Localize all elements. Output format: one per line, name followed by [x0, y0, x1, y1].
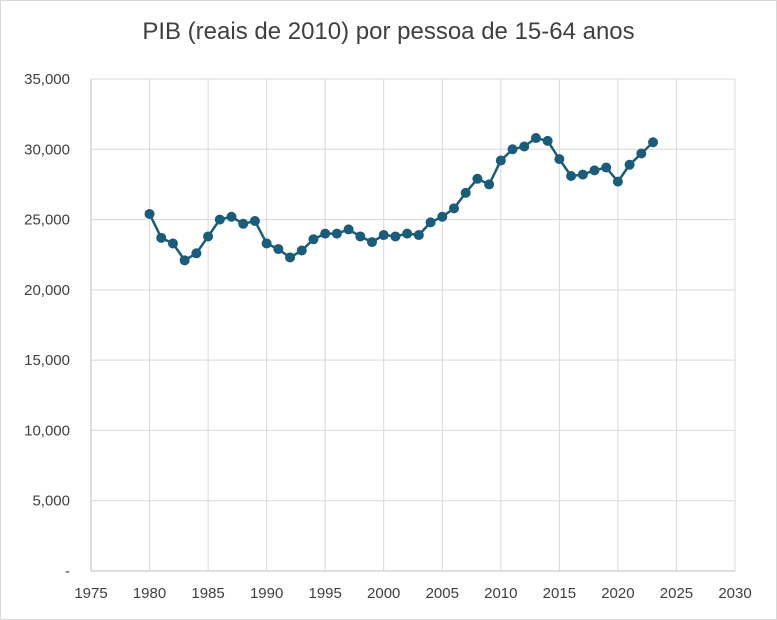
data-point	[648, 137, 659, 148]
y-tick-label: -	[65, 563, 70, 580]
series-line	[148, 136, 654, 262]
data-point	[238, 218, 249, 229]
data-point	[612, 176, 623, 187]
data-point	[331, 228, 342, 239]
data-point	[566, 170, 577, 181]
y-tick-label: 30,000	[24, 141, 70, 158]
x-tick-label: 2000	[367, 585, 400, 602]
y-tick-label: 25,000	[24, 212, 70, 229]
data-series	[144, 133, 659, 266]
x-tick-label: 2030	[718, 585, 751, 602]
x-tick-label: 1985	[191, 585, 224, 602]
axes	[90, 79, 735, 572]
data-point	[249, 215, 260, 226]
y-tick-label: 10,000	[24, 422, 70, 439]
x-tick-label: 1980	[133, 585, 166, 602]
x-tick-label: 2010	[484, 585, 517, 602]
data-point	[167, 238, 178, 249]
y-tick-label: 35,000	[24, 71, 70, 88]
data-point	[636, 148, 647, 159]
y-tick-label: 15,000	[24, 352, 70, 369]
data-point	[437, 211, 448, 222]
data-point	[413, 230, 424, 241]
gridlines	[91, 78, 736, 571]
y-tick-label: 5,000	[32, 493, 70, 510]
chart-title: PIB (reais de 2010) por pessoa de 15-64 …	[142, 18, 635, 45]
data-point	[355, 231, 366, 242]
data-point	[343, 224, 354, 235]
data-point	[484, 179, 495, 190]
data-point	[203, 231, 214, 242]
data-point	[367, 237, 378, 248]
data-point	[472, 173, 483, 184]
data-point	[214, 214, 225, 225]
data-point	[285, 252, 296, 263]
x-tick-label: 1990	[250, 585, 283, 602]
y-axis-tick-labels: - 5,000 10,000 15,000 20,000 25,000 30,000 35,0…	[24, 71, 70, 580]
data-point	[530, 133, 541, 144]
data-point	[191, 248, 202, 259]
y-tick-label: 20,000	[24, 282, 70, 299]
data-point	[261, 238, 272, 249]
data-point	[519, 141, 530, 152]
x-tick-label: 2020	[601, 585, 634, 602]
data-point	[495, 155, 506, 166]
data-point	[542, 135, 553, 146]
data-point	[601, 162, 612, 173]
data-point	[402, 228, 413, 239]
data-point	[448, 203, 459, 214]
data-point	[273, 244, 284, 255]
x-tick-label: 2025	[660, 585, 693, 602]
x-tick-label: 2015	[543, 585, 576, 602]
data-point	[296, 245, 307, 256]
data-point	[460, 187, 471, 198]
data-point	[156, 232, 167, 243]
data-point	[144, 208, 155, 219]
data-point	[507, 144, 518, 155]
data-point	[554, 154, 565, 165]
x-tick-label: 2005	[426, 585, 459, 602]
data-point	[589, 165, 600, 176]
x-axis-tick-labels: 1975 1980 1985 1990 1995 2000 2005 2010 2015 2020…	[74, 585, 751, 602]
data-point	[378, 230, 389, 241]
data-point	[577, 169, 588, 180]
x-tick-label: 1995	[308, 585, 341, 602]
data-point	[624, 159, 635, 170]
x-tick-label: 1975	[74, 585, 107, 602]
data-point	[320, 228, 331, 239]
data-point	[226, 211, 237, 222]
data-point	[179, 255, 190, 266]
data-point	[390, 231, 401, 242]
data-point	[425, 217, 436, 228]
data-point	[308, 234, 319, 245]
